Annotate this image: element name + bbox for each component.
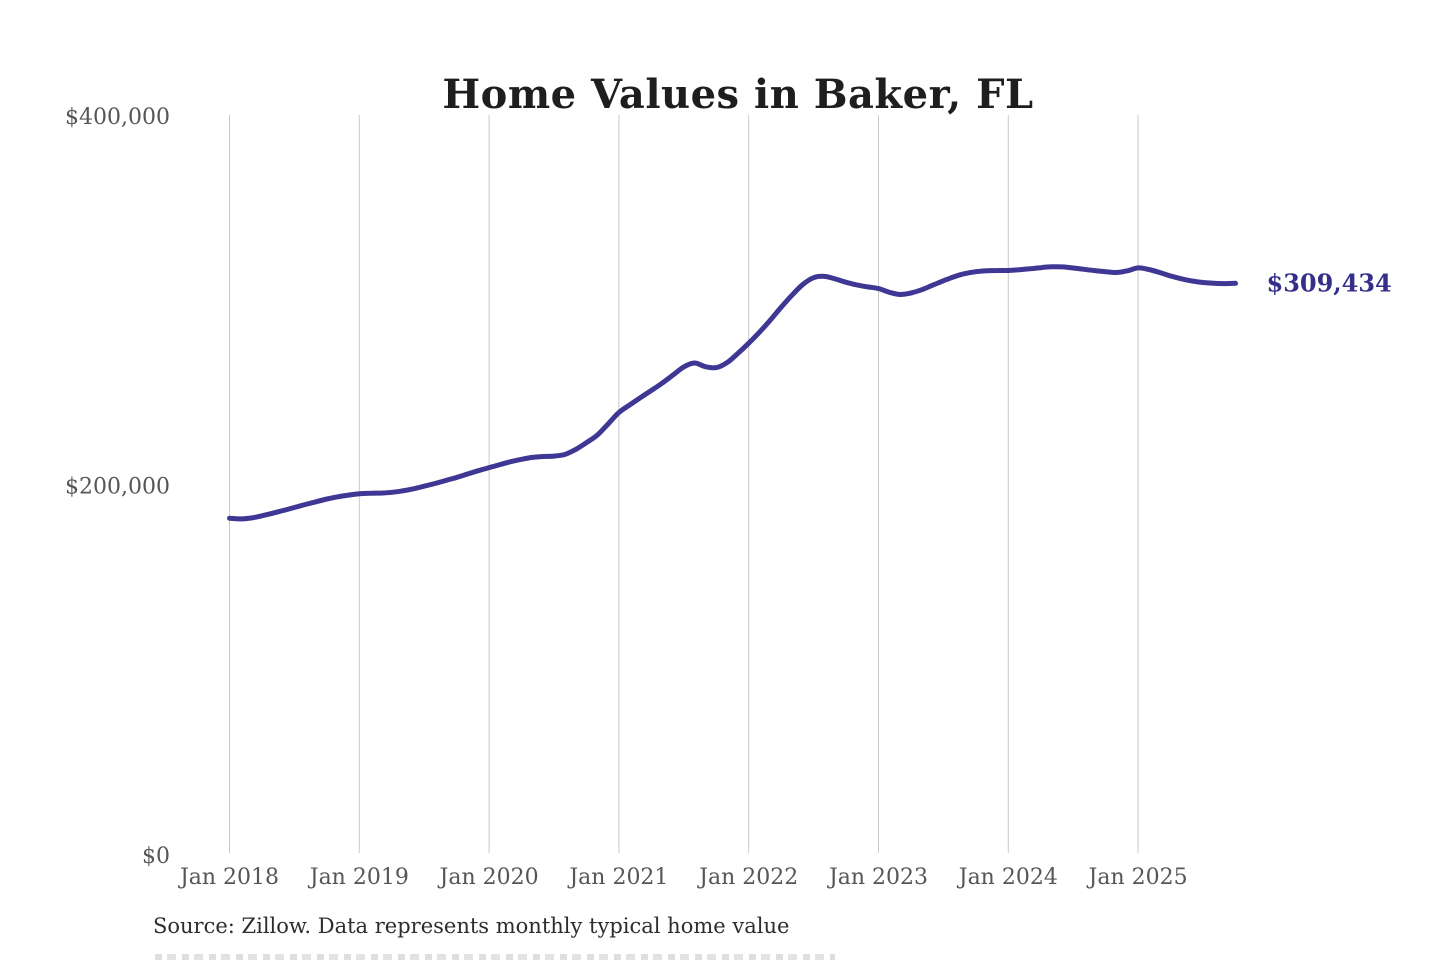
gridlines-group	[229, 115, 1139, 853]
x-tick-label: Jan 2023	[827, 865, 928, 890]
x-tick-label: Jan 2020	[438, 865, 539, 890]
x-tick-label: Jan 2022	[697, 865, 798, 890]
x-tick-label: Jan 2021	[567, 865, 668, 890]
source-note: Source: Zillow. Data represents monthly …	[153, 914, 790, 938]
y-tick-label: $0	[142, 844, 170, 869]
x-tick-label: Jan 2019	[308, 865, 409, 890]
x-tick-label: Jan 2024	[957, 865, 1058, 890]
home-value-line	[227, 264, 1238, 522]
chart-title: Home Values in Baker, FL	[442, 70, 1034, 118]
y-axis-labels-group: $400,000 $200,000 $0	[65, 105, 170, 869]
y-tick-label: $400,000	[65, 105, 170, 130]
y-tick-label: $200,000	[65, 475, 170, 500]
x-tick-label: Jan 2018	[178, 865, 279, 890]
x-tick-label: Jan 2025	[1087, 865, 1188, 890]
current-value-label: $309,434	[1267, 268, 1392, 297]
cropped-text-remnant	[155, 954, 835, 960]
x-axis-labels-group: Jan 2018 Jan 2019 Jan 2020 Jan 2021 Jan 2022…	[178, 865, 1188, 890]
